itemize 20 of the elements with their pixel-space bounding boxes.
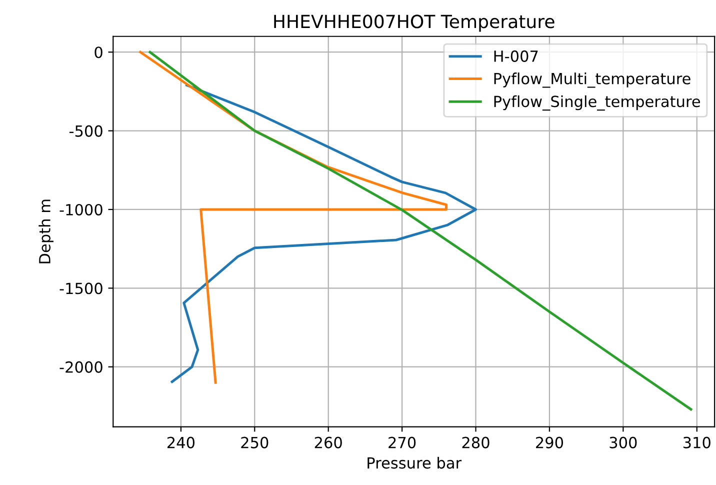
x-tick-label: 240 <box>167 436 195 448</box>
y-axis-title: Depth m <box>38 200 54 264</box>
x-tick-label: 260 <box>314 436 342 448</box>
legend-label: Pyflow_Single_temperature <box>494 95 700 111</box>
x-axis-title: Pressure bar <box>368 456 462 469</box>
x-tick-label: 280 <box>462 436 490 448</box>
line-series <box>170 84 478 384</box>
x-tick-label: 310 <box>683 436 710 448</box>
x-tick-label: 290 <box>536 436 564 448</box>
y-tick-label: -1500 <box>60 282 102 294</box>
x-tick-label: 270 <box>388 436 416 448</box>
y-tick-label: -500 <box>69 125 102 137</box>
chart-title: HHEVHHE007HOT Temperature <box>274 14 554 32</box>
y-tick-label: 0 <box>94 46 102 58</box>
x-tick-label: 250 <box>241 436 268 448</box>
legend-label: Pyflow_Multi_temperature <box>494 72 690 88</box>
x-tick-label: 300 <box>610 436 637 448</box>
y-tick-label: -1000 <box>60 204 102 216</box>
legend-label: H-007 <box>494 50 538 62</box>
y-tick-label: -2000 <box>60 361 102 373</box>
